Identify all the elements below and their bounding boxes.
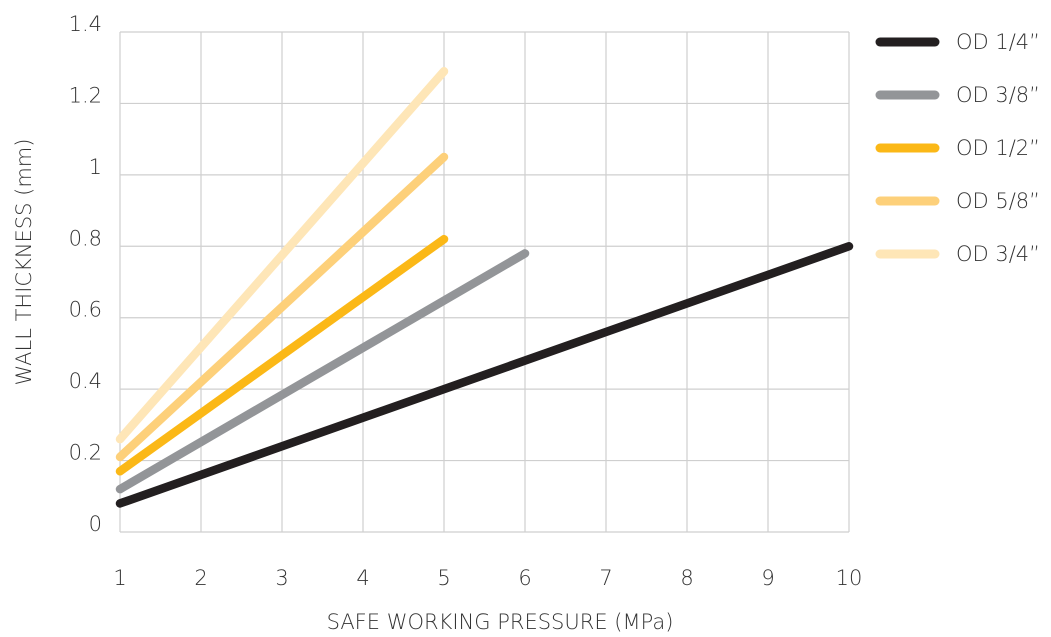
x-tick-label: 10 — [836, 566, 863, 590]
series-line — [115, 152, 449, 462]
legend-label: OD 1/2” — [956, 136, 1040, 160]
x-tick-label: 6 — [518, 566, 531, 590]
legend-label: OD 5/8” — [956, 189, 1040, 213]
x-axis-ticks: 1 2 3 4 5 6 7 8 9 10 — [113, 566, 862, 590]
series-line — [115, 234, 449, 476]
x-axis-title: SAFE WORKING PRESSURE (MPa) — [327, 610, 674, 634]
y-axis-title: WALL THICKNESS (mm) — [12, 139, 36, 386]
legend-item: OD 1/4” — [875, 30, 1040, 54]
x-tick-label: 9 — [761, 566, 774, 590]
x-tick-label: 7 — [599, 566, 612, 590]
y-tick-label: 0.6 — [69, 298, 102, 322]
y-tick-label: 1.4 — [69, 12, 102, 36]
y-tick-label: 0.2 — [69, 441, 102, 465]
y-tick-label: 1.2 — [69, 83, 102, 107]
legend-label: OD 3/8” — [956, 83, 1040, 107]
y-tick-label: 1 — [89, 155, 102, 179]
x-tick-label: 5 — [437, 566, 450, 590]
legend-label: OD 1/4” — [956, 30, 1040, 54]
x-tick-label: 4 — [356, 566, 369, 590]
x-tick-label: 2 — [194, 566, 207, 590]
series-line — [115, 242, 854, 508]
legend-item: OD 3/8” — [875, 83, 1040, 107]
y-tick-label: 0.8 — [69, 226, 102, 250]
legend-item: OD 3/4” — [875, 242, 1040, 266]
series-lines — [115, 67, 854, 508]
y-tick-label: 0.4 — [69, 369, 102, 393]
legend-item: OD 5/8” — [875, 189, 1040, 213]
x-tick-label: 8 — [680, 566, 693, 590]
legend-label: OD 3/4” — [956, 242, 1040, 266]
series-line — [115, 67, 449, 444]
y-axis-ticks: 0 0.2 0.4 0.6 0.8 1 1.2 1.4 — [69, 12, 102, 536]
x-tick-label: 3 — [275, 566, 288, 590]
series-line — [115, 249, 530, 494]
legend-item: OD 1/2” — [875, 136, 1040, 160]
x-tick-label: 1 — [113, 566, 126, 590]
y-tick-label: 0 — [89, 512, 102, 536]
legend: OD 1/4” OD 3/8” OD 1/2” OD 5/8” OD 3/4” — [875, 30, 1040, 266]
